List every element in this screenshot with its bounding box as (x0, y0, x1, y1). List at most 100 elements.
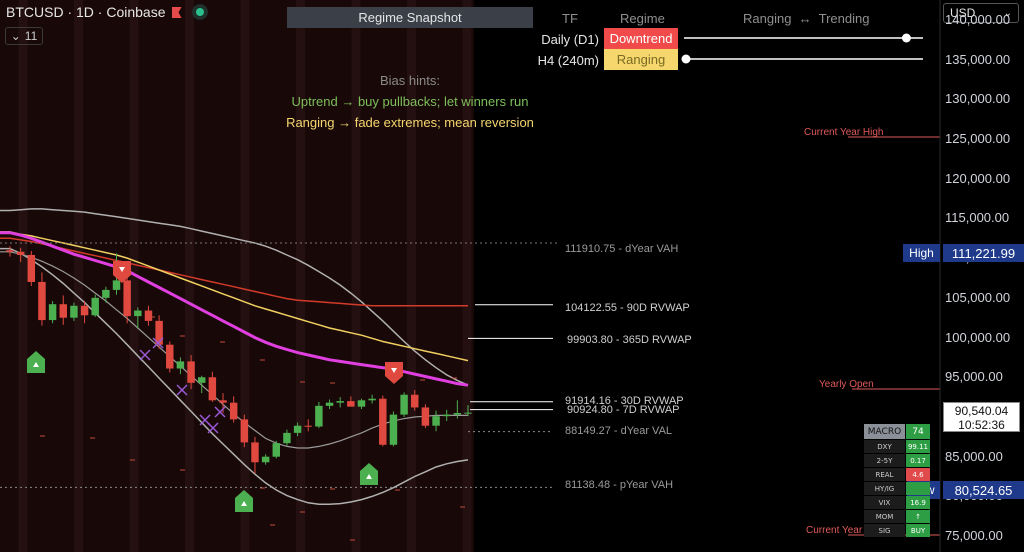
candle-body (400, 394, 408, 415)
candle-body (134, 310, 142, 317)
macro-value: BUY (906, 524, 930, 537)
cross-marker (214, 406, 226, 418)
day-stripe (351, 0, 361, 552)
signal-glyph (119, 267, 125, 272)
macro-value: 4.6 (906, 468, 930, 481)
symbol-title[interactable]: BTCUSD · 1D · Coinbase (6, 4, 208, 20)
candle-body (80, 305, 89, 316)
regime-daily-badge: Downtrend (604, 28, 678, 49)
signal-glyph (241, 501, 247, 506)
bar-countdown: 10:52:36 (958, 418, 1005, 432)
market-status-icon (191, 4, 208, 20)
macro-header-value: 74 (906, 424, 930, 439)
day-stripe (296, 0, 305, 552)
candle-body (261, 456, 270, 463)
tf-h4-label: H4 (240m) (537, 53, 599, 68)
candle-body (166, 344, 174, 369)
macro-row: MOM ↑ (864, 510, 930, 523)
cross-marker (139, 349, 151, 361)
bias-hint-uptrend: Uptrend → buy pullbacks; let winners run (291, 94, 529, 109)
currency-select[interactable]: USD ⌄ (943, 3, 1019, 23)
candle-body (432, 416, 440, 426)
buy-signal-icon (235, 490, 253, 512)
candle-body (197, 377, 206, 383)
cross-marker (152, 337, 164, 349)
ma-red-line (0, 237, 468, 307)
price-tick-label: 130,000.00 (945, 91, 1011, 107)
chevron-down-icon: ⌄ (10, 29, 21, 43)
bollinger-upper (0, 208, 469, 386)
current-price-label: 90,540.04 10:52:36 (943, 402, 1020, 432)
candle-body (411, 394, 419, 408)
current-year-high-label: Current Year High (804, 127, 884, 138)
price-tick-label: 100,000.00 (945, 329, 1011, 345)
candle-body (453, 413, 462, 415)
candle-body (442, 414, 451, 417)
candle-body (368, 398, 376, 401)
price-tick-label: 135,000.00 (945, 51, 1011, 67)
level-30d-rvwap: 91914.16 - 30D RVWAP (565, 395, 684, 407)
day-stripe (240, 0, 250, 552)
bias-hints-title: Bias hints: (380, 73, 440, 88)
candle-body (421, 407, 430, 426)
price-tick-label: 95,000.00 (945, 369, 1003, 385)
candle-body (155, 320, 163, 345)
macro-key: VIX (864, 496, 905, 509)
high-tag: High (903, 244, 940, 262)
macro-key: DXY (864, 440, 905, 453)
candle-body (187, 361, 195, 383)
cross-marker (207, 422, 219, 434)
day-stripe (462, 0, 472, 552)
candle-body (208, 377, 217, 401)
candle-body (16, 251, 25, 255)
macro-value: 0.17 (906, 454, 930, 467)
macro-row: SIG BUY (864, 524, 930, 537)
candle-body (176, 361, 185, 369)
macro-header-key: MACRO (864, 424, 905, 439)
macro-key: SIG (864, 524, 905, 537)
macro-panel: MACRO 74 DXY 99.11 2-5Y 0.17 REAL 4.6 HY/IG VIX 1… (864, 424, 930, 538)
flag-icon (171, 7, 182, 18)
price-tick-label: 115,000.00 (945, 210, 1010, 226)
signal-glyph (366, 474, 372, 479)
level-7d-rvwap: 90924.80 - 7D RVWAP (567, 404, 680, 416)
macro-key: REAL (864, 468, 905, 481)
candle-body (336, 401, 344, 403)
candle-body (27, 254, 36, 282)
candle-body (59, 304, 67, 318)
candle-body (240, 419, 249, 443)
candle-body (251, 442, 259, 463)
candle-body (315, 405, 323, 427)
level-90d-rvwap: 104122.55 - 90D RVWAP (565, 302, 690, 314)
candle-body (70, 305, 78, 318)
range-column-header: Ranging ↔ Trending (743, 11, 870, 26)
macro-value: ↑ (906, 510, 930, 523)
signal-glyph (391, 368, 397, 373)
candle-body (229, 402, 238, 420)
price-tick-label: 75,000.00 (945, 528, 1003, 544)
bollinger-lower (0, 247, 469, 506)
day-stripe (18, 0, 28, 552)
current-year-low-label: Current Year Low (806, 525, 884, 536)
candle-body (379, 398, 387, 445)
macro-key: MOM (864, 510, 905, 523)
candle-body (219, 400, 227, 403)
macro-row: VIX 16.9 (864, 496, 930, 509)
candle-body (91, 297, 99, 316)
price-tick-label: 140,000.00 (945, 11, 1011, 27)
low-price-label: 80,524.65 (943, 481, 1024, 499)
level-365d-rvwap: 99903.80 - 365D RVWAP (567, 334, 692, 346)
price-tick-label: 120,000.00 (945, 170, 1011, 186)
ma-yellow-line (0, 231, 469, 362)
tf-daily-label: Daily (D1) (541, 32, 599, 47)
macro-value: 16.9 (906, 496, 930, 509)
macro-key: HY/IG (864, 482, 905, 495)
tf-column-header: TF (562, 11, 578, 26)
day-stripe (74, 0, 83, 552)
chevron-down-icon: ⌄ (1003, 7, 1012, 19)
level-pyear-vah: 81138.48 - pYear VAH (565, 479, 674, 491)
indicator-collapse-button[interactable]: ⌄ 11 (5, 27, 43, 45)
macro-row: HY/IG (864, 482, 930, 495)
day-stripe (185, 0, 194, 552)
